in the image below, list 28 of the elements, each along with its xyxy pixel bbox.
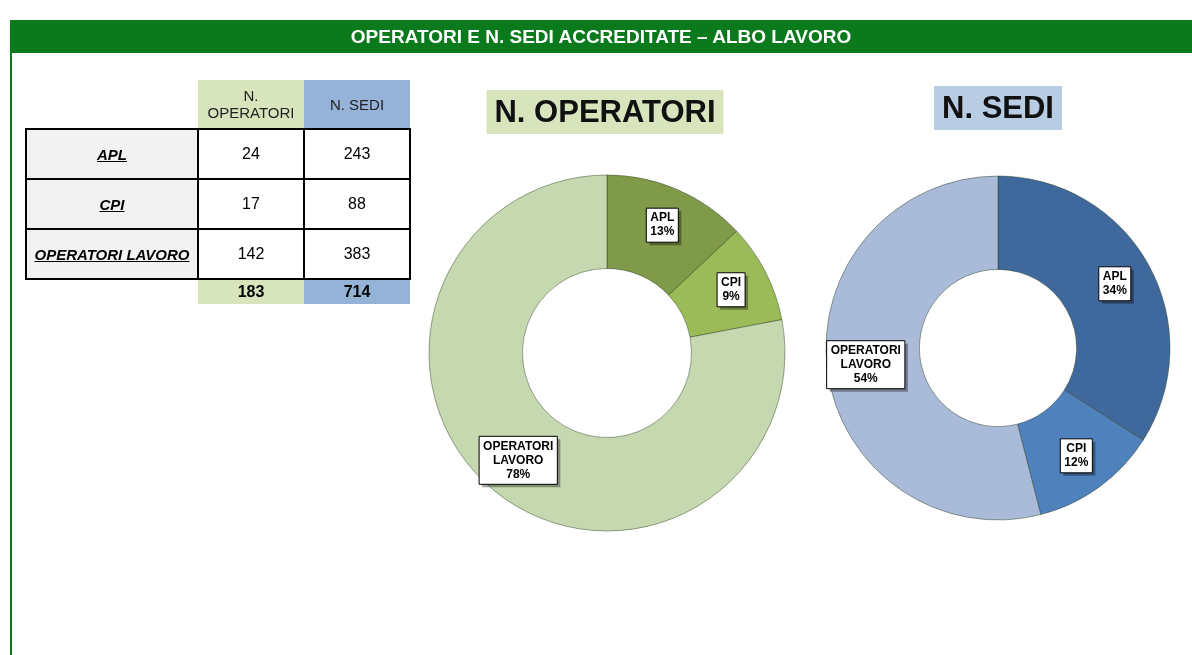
text: 183: [237, 283, 265, 300]
data-label: 24: [198, 129, 304, 179]
data-label: 243: [304, 129, 410, 179]
category-label: OPERATORI LAVORO: [26, 229, 198, 279]
data-label: 9%: [722, 289, 741, 304]
slice-label: OPERATORI LAVORO: [483, 438, 554, 467]
text: N. SEDI: [304, 80, 410, 129]
category-label: APL: [26, 129, 198, 179]
chart-title: N. SEDI: [934, 86, 1062, 130]
data-label: 34%: [1102, 283, 1128, 298]
text: 714: [343, 283, 371, 300]
slice-label: CPI: [721, 275, 742, 290]
data-label: 13%: [650, 224, 675, 239]
data-label: 54%: [853, 371, 879, 386]
text: N. OPERATORI: [198, 80, 304, 129]
data-label: 12%: [1064, 455, 1089, 470]
data-label: 142: [198, 229, 304, 279]
data-label: 88: [304, 179, 410, 229]
slice-label: APL: [650, 210, 675, 225]
text: OPERATORI E N. SEDI ACCREDITATE – ALBO LAVORO: [350, 25, 852, 48]
chart-title: N. OPERATORI: [486, 90, 724, 134]
slice-label: OPERATORI LAVORO: [830, 343, 901, 372]
slice-label: CPI: [1066, 441, 1087, 456]
data-label: 17: [198, 179, 304, 229]
slice-label: APL: [1102, 269, 1127, 284]
data-label: 383: [304, 229, 410, 279]
category-label: CPI: [26, 179, 198, 229]
data-label: 78%: [506, 466, 531, 481]
